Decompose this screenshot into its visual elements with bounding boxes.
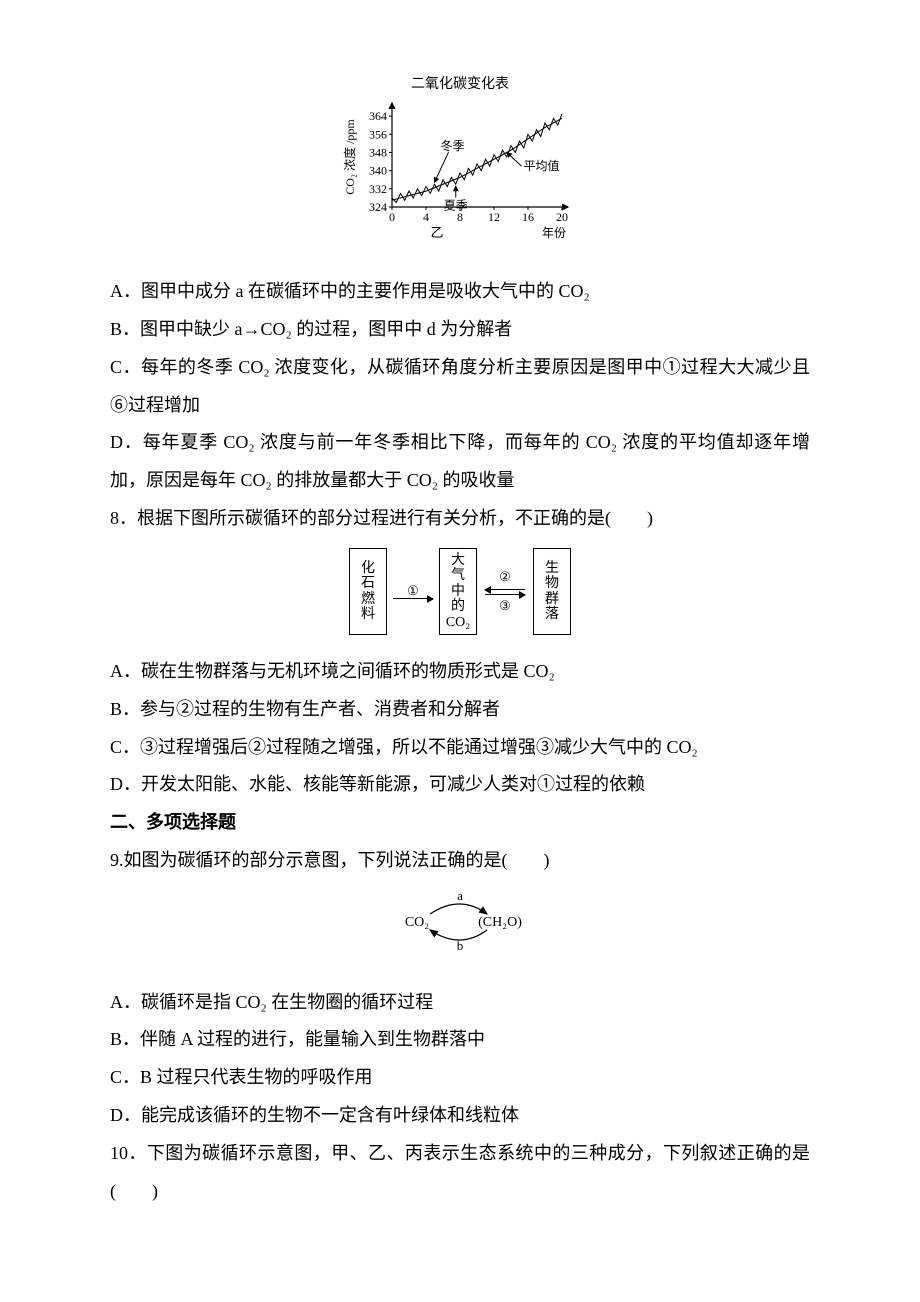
cycle-top-label: a [457, 890, 463, 903]
cycle-diagram: CO₂ (CH₂O) a b [375, 890, 545, 952]
q9-diagram: CO₂ (CH₂O) a b [110, 890, 810, 966]
box-biocommunity: 生物群落 [533, 548, 571, 635]
q8-diagram: 化石燃料 ① 大气 中的 CO₂ ② ③ 生物群落 [110, 548, 810, 635]
q8-stem: 8．根据下图所示碳循环的部分过程进行有关分析，不正确的是( ) [110, 500, 810, 538]
q9-option-b: B．伴随 A 过程的进行，能量输入到生物群落中 [110, 1021, 810, 1059]
box-fossil-fuel: 化石燃料 [349, 548, 387, 635]
cycle-right-label: (CH₂O) [478, 915, 522, 930]
svg-text:348: 348 [369, 146, 387, 160]
svg-text:夏季: 夏季 [444, 199, 468, 213]
svg-text:0: 0 [389, 210, 395, 224]
svg-text:CO₂ 浓度 /ppm: CO₂ 浓度 /ppm [342, 119, 357, 195]
cycle-bottom-label: b [457, 938, 464, 952]
q9-option-d: D．能完成该循环的生物不一定含有叶绿体和线粒体 [110, 1097, 810, 1135]
arrow-3-label: ③ [499, 599, 511, 613]
q7-option-b: B．图甲中缺少 a→CO₂ 的过程，图甲中 d 为分解者 [110, 311, 810, 349]
svg-text:年份: 年份 [542, 226, 566, 240]
arrow-1-label: ① [407, 584, 419, 598]
svg-text:冬季: 冬季 [441, 139, 465, 154]
svg-text:332: 332 [369, 182, 387, 196]
svg-text:324: 324 [369, 200, 387, 214]
arrow-2-label: ② [499, 570, 511, 584]
co2-line-chart: 324332340348356364048121620CO₂ 浓度 /ppm乙年… [340, 101, 580, 241]
q8-option-b: B．参与②过程的生物有生产者、消费者和分解者 [110, 691, 810, 729]
svg-text:20: 20 [556, 210, 568, 224]
section-2-heading: 二、多项选择题 [110, 804, 810, 842]
box-fossil-fuel-text: 化石燃料 [361, 561, 375, 623]
q10-stem: 10．下图为碳循环示意图，甲、乙、丙表示生态系统中的三种成分，下列叙述正确的是(… [110, 1135, 810, 1211]
q7-option-a: A．图甲中成分 a 在碳循环中的主要作用是吸收大气中的 CO₂ [110, 273, 810, 311]
svg-text:364: 364 [369, 109, 387, 123]
q7-option-d: D．每年夏季 CO₂ 浓度与前一年冬季相比下降，而每年的 CO₂ 浓度的平均值却… [110, 424, 810, 500]
q7-option-c: C．每年的冬季 CO₂ 浓度变化，从碳循环角度分析主要原因是图甲中①过程大大减少… [110, 349, 810, 425]
svg-text:平均值: 平均值 [524, 158, 560, 173]
svg-text:340: 340 [369, 164, 387, 178]
q8-option-c: C．③过程增强后②过程随之增强，所以不能通过增强③减少大气中的 CO₂ [110, 729, 810, 767]
svg-text:12: 12 [488, 210, 500, 224]
q9-stem: 9.如图为碳循环的部分示意图，下列说法正确的是( ) [110, 842, 810, 880]
svg-text:16: 16 [522, 210, 534, 224]
arrows-2-3: ② ③ [477, 548, 533, 635]
box-biocommunity-text: 生物群落 [545, 561, 559, 623]
q9-option-a: A．碳循环是指 CO₂ 在生物圈的循环过程 [110, 984, 810, 1022]
chart-title: 二氧化碳变化表 [340, 70, 580, 99]
svg-text:356: 356 [369, 128, 387, 142]
q8-option-a: A．碳在生物群落与无机环境之间循环的物质形式是 CO₂ [110, 653, 810, 691]
q9-option-c: C．B 过程只代表生物的呼吸作用 [110, 1059, 810, 1097]
box-atmosphere-co2: 大气 中的 CO₂ [439, 548, 477, 635]
q8-option-d: D．开发太阳能、水能、核能等新能源，可减少人类对①过程的依赖 [110, 766, 810, 804]
svg-text:4: 4 [423, 210, 429, 224]
co2-chart-figure: 二氧化碳变化表 324332340348356364048121620CO₂ 浓… [110, 70, 810, 255]
svg-text:乙: 乙 [430, 225, 443, 240]
arrow-1: ① [387, 548, 439, 635]
cycle-left-label: CO₂ [405, 915, 429, 930]
